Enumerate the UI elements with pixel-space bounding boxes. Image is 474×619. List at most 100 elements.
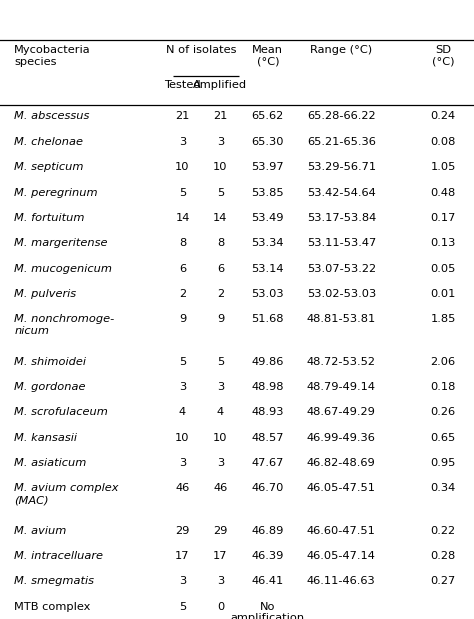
Text: 48.81-53.81: 48.81-53.81 xyxy=(307,314,376,324)
Text: 10: 10 xyxy=(213,433,228,443)
Text: 46: 46 xyxy=(175,483,190,493)
Text: 46.99-49.36: 46.99-49.36 xyxy=(307,433,376,443)
Text: M. peregrinum: M. peregrinum xyxy=(14,188,98,197)
Text: Mean
(°C): Mean (°C) xyxy=(252,45,283,67)
Text: 0.65: 0.65 xyxy=(430,433,456,443)
Text: 3: 3 xyxy=(217,382,224,392)
Text: 53.42-54.64: 53.42-54.64 xyxy=(307,188,376,197)
Text: 53.07-53.22: 53.07-53.22 xyxy=(307,264,376,274)
Text: Range (°C): Range (°C) xyxy=(310,45,373,55)
Text: M. pulveris: M. pulveris xyxy=(14,289,76,299)
Text: 46.05-47.14: 46.05-47.14 xyxy=(307,551,376,561)
Text: 0.27: 0.27 xyxy=(430,576,456,586)
Text: 21: 21 xyxy=(175,111,190,121)
Text: 48.79-49.14: 48.79-49.14 xyxy=(307,382,376,392)
Text: 0.48: 0.48 xyxy=(430,188,456,197)
Text: 46.05-47.51: 46.05-47.51 xyxy=(307,483,376,493)
Text: 0.28: 0.28 xyxy=(430,551,456,561)
Text: 46.39: 46.39 xyxy=(252,551,284,561)
Text: 1.85: 1.85 xyxy=(430,314,456,324)
Text: 0.22: 0.22 xyxy=(430,526,456,535)
Text: 53.97: 53.97 xyxy=(252,162,284,172)
Text: 53.85: 53.85 xyxy=(252,188,284,197)
Text: 1.05: 1.05 xyxy=(430,162,456,172)
Text: 47.67: 47.67 xyxy=(252,458,284,468)
Text: 10: 10 xyxy=(213,162,228,172)
Text: 29: 29 xyxy=(175,526,190,535)
Text: 46.41: 46.41 xyxy=(252,576,284,586)
Text: 53.02-53.03: 53.02-53.03 xyxy=(307,289,376,299)
Text: 46: 46 xyxy=(213,483,228,493)
Text: SD
(°C): SD (°C) xyxy=(432,45,455,67)
Text: 14: 14 xyxy=(213,213,228,223)
Text: 53.17-53.84: 53.17-53.84 xyxy=(307,213,376,223)
Text: 65.21-65.36: 65.21-65.36 xyxy=(307,137,376,147)
Text: N of isolates: N of isolates xyxy=(166,45,237,55)
Text: 3: 3 xyxy=(179,382,186,392)
Text: No
amplification: No amplification xyxy=(231,602,305,619)
Text: 0.18: 0.18 xyxy=(430,382,456,392)
Text: M. kansasii: M. kansasii xyxy=(14,433,77,443)
Text: 29: 29 xyxy=(213,526,228,535)
Text: 48.57: 48.57 xyxy=(252,433,284,443)
Text: 65.28-66.22: 65.28-66.22 xyxy=(307,111,375,121)
Text: 49.86: 49.86 xyxy=(252,357,284,366)
Text: 51.68: 51.68 xyxy=(252,314,284,324)
Text: M. fortuitum: M. fortuitum xyxy=(14,213,85,223)
Text: 0.05: 0.05 xyxy=(430,264,456,274)
Text: 3: 3 xyxy=(179,576,186,586)
Text: 5: 5 xyxy=(179,602,186,612)
Text: M. abscessus: M. abscessus xyxy=(14,111,90,121)
Text: 4: 4 xyxy=(217,407,224,417)
Text: Tested: Tested xyxy=(164,80,201,90)
Text: 46.82-48.69: 46.82-48.69 xyxy=(307,458,376,468)
Text: 53.29-56.71: 53.29-56.71 xyxy=(307,162,376,172)
Text: 0.34: 0.34 xyxy=(430,483,456,493)
Text: 6: 6 xyxy=(217,264,224,274)
Text: 48.72-53.52: 48.72-53.52 xyxy=(307,357,376,366)
Text: 5: 5 xyxy=(217,188,224,197)
Text: 10: 10 xyxy=(175,433,190,443)
Text: M. mucogenicum: M. mucogenicum xyxy=(14,264,112,274)
Text: M. shimoidei: M. shimoidei xyxy=(14,357,86,366)
Text: 46.70: 46.70 xyxy=(252,483,284,493)
Text: 5: 5 xyxy=(179,188,186,197)
Text: 5: 5 xyxy=(179,357,186,366)
Text: 46.60-47.51: 46.60-47.51 xyxy=(307,526,376,535)
Text: 3: 3 xyxy=(179,137,186,147)
Text: 8: 8 xyxy=(217,238,224,248)
Text: M. intracelluare: M. intracelluare xyxy=(14,551,103,561)
Text: M. nonchromoge-
nicum: M. nonchromoge- nicum xyxy=(14,314,114,336)
Text: 0.24: 0.24 xyxy=(430,111,456,121)
Text: 46.11-46.63: 46.11-46.63 xyxy=(307,576,376,586)
Text: 0.95: 0.95 xyxy=(430,458,456,468)
Text: 0.08: 0.08 xyxy=(430,137,456,147)
Text: 48.67-49.29: 48.67-49.29 xyxy=(307,407,376,417)
Text: 9: 9 xyxy=(217,314,224,324)
Text: 2: 2 xyxy=(217,289,224,299)
Text: 53.49: 53.49 xyxy=(252,213,284,223)
Text: 17: 17 xyxy=(213,551,228,561)
Text: 3: 3 xyxy=(179,458,186,468)
Text: 5: 5 xyxy=(217,357,224,366)
Text: 2: 2 xyxy=(179,289,186,299)
Text: 3: 3 xyxy=(217,576,224,586)
Text: 53.11-53.47: 53.11-53.47 xyxy=(307,238,376,248)
Text: Mycobacteria
species: Mycobacteria species xyxy=(14,45,91,67)
Text: 0.17: 0.17 xyxy=(430,213,456,223)
Text: 0.01: 0.01 xyxy=(430,289,456,299)
Text: M. avium complex
(MAC): M. avium complex (MAC) xyxy=(14,483,118,505)
Text: 65.30: 65.30 xyxy=(252,137,284,147)
Text: 8: 8 xyxy=(179,238,186,248)
Text: 4: 4 xyxy=(179,407,186,417)
Text: M. avium: M. avium xyxy=(14,526,66,535)
Text: MTB complex: MTB complex xyxy=(14,602,91,612)
Text: 48.93: 48.93 xyxy=(252,407,284,417)
Text: 3: 3 xyxy=(217,137,224,147)
Text: M. chelonae: M. chelonae xyxy=(14,137,83,147)
Text: 0: 0 xyxy=(217,602,224,612)
Text: M. margeritense: M. margeritense xyxy=(14,238,108,248)
Text: Amplified: Amplified xyxy=(193,80,247,90)
Text: M. gordonae: M. gordonae xyxy=(14,382,86,392)
Text: 0.26: 0.26 xyxy=(430,407,456,417)
